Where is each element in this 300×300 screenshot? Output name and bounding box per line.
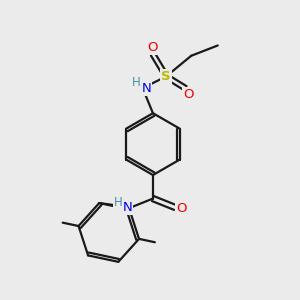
Text: H: H [132, 76, 140, 89]
Text: S: S [161, 70, 171, 83]
Text: O: O [148, 41, 158, 54]
Text: N: N [141, 82, 151, 95]
Text: O: O [183, 88, 194, 101]
Text: O: O [176, 202, 187, 215]
Text: H: H [114, 196, 123, 208]
Text: N: N [122, 201, 132, 214]
